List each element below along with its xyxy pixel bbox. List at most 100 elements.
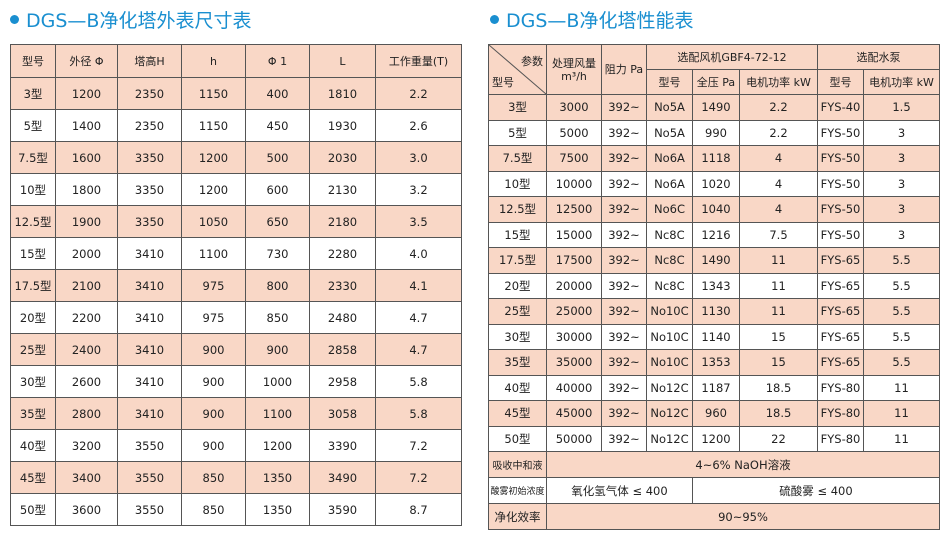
corner-top-label: 参数 bbox=[521, 55, 543, 68]
absorb-value: 4~6% NaOH溶液 bbox=[546, 451, 940, 478]
table2-cell: 392~ bbox=[601, 247, 647, 274]
table2-cell: 18.5 bbox=[739, 400, 818, 427]
table1-cell: 5.8 bbox=[375, 365, 462, 398]
table1-row: 30型 2600 3410 900 1000 2958 5.8 bbox=[10, 365, 462, 398]
table1-cell: 3390 bbox=[309, 429, 376, 462]
table1-row: 35型 2800 3410 900 1100 3058 5.8 bbox=[10, 397, 462, 430]
table2-cell: 17.5型 bbox=[488, 247, 547, 274]
table2-cell: Nc8C bbox=[646, 272, 693, 299]
table2-cell: 20000 bbox=[546, 272, 602, 299]
table1-cell: 7.5型 bbox=[10, 141, 56, 174]
table2-cell: 990 bbox=[692, 119, 740, 146]
table2-cell: 10000 bbox=[546, 170, 602, 197]
table1-cell: 8.7 bbox=[375, 493, 462, 526]
table2-cell: 1216 bbox=[692, 221, 740, 248]
table1-cell: 1800 bbox=[55, 173, 118, 206]
table1-title-text: DGS—B净化塔外表尺寸表 bbox=[26, 10, 252, 32]
table1-cell: 600 bbox=[245, 173, 310, 206]
table2-cell: 5000 bbox=[546, 119, 602, 146]
table2-cell: FYS-80 bbox=[817, 425, 864, 452]
table2-cell: FYS-65 bbox=[817, 247, 864, 274]
table2-cell: 3 bbox=[863, 221, 940, 248]
table2-title-text: DGS—B净化塔性能表 bbox=[506, 10, 694, 32]
table2-cell: 392~ bbox=[601, 374, 647, 401]
table2-cell: 3000 bbox=[546, 94, 602, 121]
table2-cell: FYS-65 bbox=[817, 323, 864, 350]
pump-model-header: 型号 bbox=[817, 69, 864, 95]
table2-cell: 35000 bbox=[546, 349, 602, 376]
table2-cell: 11 bbox=[739, 298, 818, 325]
table1-cell: 900 bbox=[181, 397, 246, 430]
table1-cell: 1400 bbox=[55, 109, 118, 142]
table1-cell: 975 bbox=[181, 301, 246, 334]
table2-cell: 5.5 bbox=[863, 323, 940, 350]
table2-cell: Nc8C bbox=[646, 221, 693, 248]
table1-cell: 1100 bbox=[181, 237, 246, 270]
table1-cell: 730 bbox=[245, 237, 310, 270]
table1-cell: 10型 bbox=[10, 173, 56, 206]
table1-cell: 1200 bbox=[181, 173, 246, 206]
table2-cell: 1490 bbox=[692, 94, 740, 121]
table2-row: 7.5型 7500 392~ No6A 1118 4 FYS-50 3 bbox=[488, 145, 940, 172]
table1-row: 20型 2200 3410 975 850 2480 4.7 bbox=[10, 301, 462, 334]
table2-cell: 1353 bbox=[692, 349, 740, 376]
table2-cell: 4 bbox=[739, 196, 818, 223]
table2-cell: 1200 bbox=[692, 425, 740, 452]
table2-cell: 5型 bbox=[488, 119, 547, 146]
table2-cell: 2.2 bbox=[739, 119, 818, 146]
table2-cell: 392~ bbox=[601, 170, 647, 197]
table2-cell: 392~ bbox=[601, 272, 647, 299]
table1-row: 3型 1200 2350 1150 400 1810 2.2 bbox=[10, 77, 462, 110]
table1-cell: 2600 bbox=[55, 365, 118, 398]
table2-cell: 960 bbox=[692, 400, 740, 427]
table2-cell: 1140 bbox=[692, 323, 740, 350]
table1-header-cell: 工作重量(T) bbox=[375, 44, 462, 78]
table2-cell: 392~ bbox=[601, 400, 647, 427]
diagonal-line-icon bbox=[489, 45, 546, 94]
table1-cell: 50型 bbox=[10, 493, 56, 526]
table1-row: 12.5型 1900 3350 1050 650 2180 3.5 bbox=[10, 205, 462, 238]
table1-row: 40型 3200 3550 900 1200 3390 7.2 bbox=[10, 429, 462, 462]
table1-cell: 2100 bbox=[55, 269, 118, 302]
table2-row: 3型 3000 392~ No5A 1490 2.2 FYS-40 1.5 bbox=[488, 94, 940, 121]
table1-cell: 2350 bbox=[117, 77, 182, 110]
table1-cell: 2858 bbox=[309, 333, 376, 366]
table2-cell: No10C bbox=[646, 323, 693, 350]
pump-power-header: 电机功率 kW bbox=[863, 69, 940, 95]
table2-cell: 5.5 bbox=[863, 349, 940, 376]
efficiency-value: 90~95% bbox=[546, 503, 940, 530]
table1-cell: 3.2 bbox=[375, 173, 462, 206]
absorb-label: 吸收中和液 bbox=[488, 451, 547, 478]
table1-cell: 3410 bbox=[117, 365, 182, 398]
table1-cell: 1810 bbox=[309, 77, 376, 110]
table1-cell: 4.7 bbox=[375, 333, 462, 366]
table1-cell: 2958 bbox=[309, 365, 376, 398]
table2-cell: 10型 bbox=[488, 170, 547, 197]
table2-cell: 25000 bbox=[546, 298, 602, 325]
table1-cell: 3410 bbox=[117, 301, 182, 334]
table2-cell: 4 bbox=[739, 145, 818, 172]
table1-cell: 1150 bbox=[181, 77, 246, 110]
table1-cell: 5型 bbox=[10, 109, 56, 142]
table2-cell: FYS-50 bbox=[817, 145, 864, 172]
table2-cell: 22 bbox=[739, 425, 818, 452]
table2-row: 45型 45000 392~ No12C 960 18.5 FYS-80 11 bbox=[488, 400, 940, 427]
table1-row: 5型 1400 2350 1150 450 1930 2.6 bbox=[10, 109, 462, 142]
table2-title: DGS—B净化塔性能表 bbox=[490, 6, 693, 33]
table2-cell: 1187 bbox=[692, 374, 740, 401]
table2-row: 35型 35000 392~ No10C 1353 15 FYS-65 5.5 bbox=[488, 349, 940, 376]
table1-cell: 4.0 bbox=[375, 237, 462, 270]
table2-cell: 11 bbox=[863, 400, 940, 427]
table1-cell: 450 bbox=[245, 109, 310, 142]
initial-concentration-label: 酸雾初始浓度 bbox=[488, 477, 547, 504]
table2-cell: 392~ bbox=[601, 145, 647, 172]
table2-cell: FYS-65 bbox=[817, 272, 864, 299]
table2-cell: FYS-50 bbox=[817, 221, 864, 248]
table2-cell: No5A bbox=[646, 119, 693, 146]
table1-cell: 3410 bbox=[117, 237, 182, 270]
table1-row: 50型 3600 3550 850 1350 3590 8.7 bbox=[10, 493, 462, 526]
efficiency-label: 净化效率 bbox=[488, 503, 547, 530]
table2-cell: 4 bbox=[739, 170, 818, 197]
table1-cell: 2130 bbox=[309, 173, 376, 206]
table2-cell: FYS-80 bbox=[817, 400, 864, 427]
